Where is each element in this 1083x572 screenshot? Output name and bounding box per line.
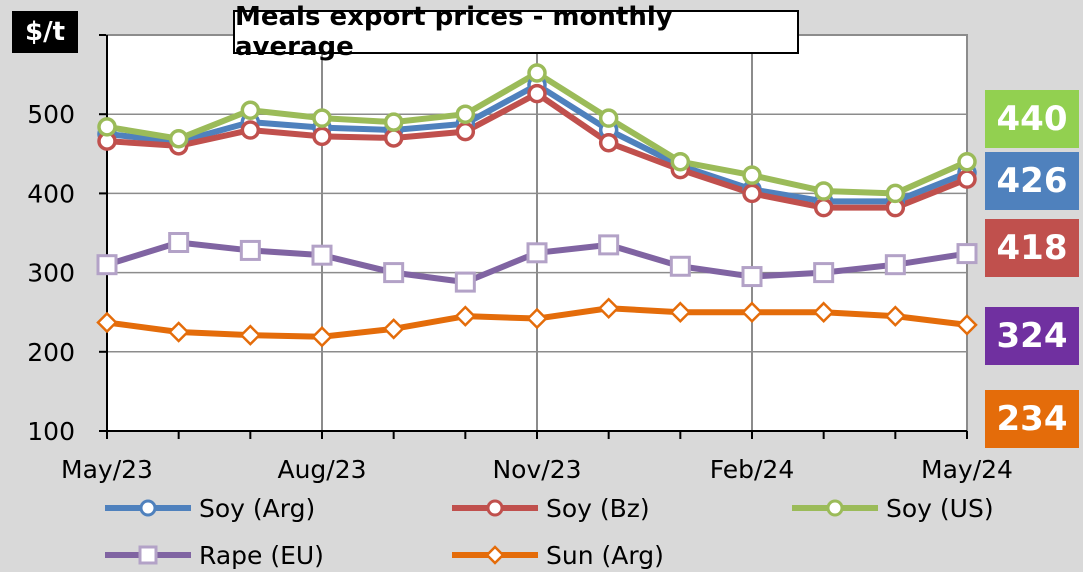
legend-swatch-sun-arg [452,545,538,565]
data-point-rape-eu [311,244,333,266]
legend-item-sun-arg: Sun (Arg) [450,538,664,572]
unit-label: $/t [12,11,78,53]
data-point-rape-eu [526,242,548,264]
data-point-soy-bz [455,121,476,142]
data-point-rape-eu [168,232,190,254]
data-point-rape-eu [741,266,763,288]
legend-swatch-soy-arg [105,499,191,517]
data-point-soy-us [885,183,906,204]
data-point-rape-eu [96,254,118,276]
legend-swatch-soy-us [792,499,878,517]
data-point-soy-us [455,104,476,124]
data-point-rape-eu [383,262,405,284]
end-label-sun-arg: 234 [985,390,1079,448]
legend-swatch-rape-eu [105,545,191,565]
x-tick-label: Feb/24 [710,455,795,484]
x-tick-label: May/24 [921,455,1013,484]
legend-label-sun-arg: Sun (Arg) [546,540,664,570]
end-label-rape-eu: 324 [985,307,1079,365]
data-point-soy-us [957,151,977,172]
data-point-sun-arg [956,314,978,336]
y-tick-label: 300 [27,259,75,288]
data-point-soy-us [598,108,619,128]
data-point-soy-bz [813,197,834,218]
data-point-soy-us [742,165,762,185]
legend-label-soy-arg: Soy (Arg) [199,493,316,523]
data-point-rape-eu [239,239,261,261]
data-point-soy-us [168,129,189,149]
legend-item-soy-bz: Soy (Bz) [450,491,650,525]
data-point-sun-arg [741,301,763,323]
data-point-sun-arg [382,318,405,340]
y-tick-label: 500 [27,100,75,129]
data-point-soy-bz [312,126,332,147]
x-tick-label: May/23 [61,455,153,484]
data-point-soy-bz [957,169,977,189]
data-point-rape-eu [956,243,978,265]
data-point-sun-arg [311,325,333,348]
y-tick-label: 200 [27,338,75,367]
legend-item-rape-eu: Rape (EU) [103,538,324,572]
legend-label-soy-us: Soy (US) [886,493,994,523]
data-point-soy-us [97,117,117,137]
legend-swatch-soy-bz [452,499,538,517]
data-point-sun-arg [884,305,907,327]
data-point-soy-us [670,151,691,172]
data-point-rape-eu [598,234,620,256]
data-point-soy-us [383,112,404,132]
chart-title: Meals export prices - monthly average [233,2,799,62]
data-point-soy-bz [598,132,619,153]
data-point-sun-arg [597,297,620,320]
y-tick-label: 100 [27,417,75,446]
legend-label-rape-eu: Rape (EU) [199,540,324,570]
x-tick-label: Nov/23 [492,455,581,484]
data-point-sun-arg [526,307,548,330]
legend-item-soy-arg: Soy (Arg) [103,491,315,525]
legend-item-soy-us: Soy (US) [790,491,994,525]
data-point-soy-us [527,63,547,83]
data-point-soy-bz [240,120,261,140]
data-point-soy-bz [742,183,762,204]
end-label-soy-bz: 418 [985,219,1079,277]
y-tick-label: 400 [27,179,75,208]
legend-label-soy-bz: Soy (Bz) [546,493,650,523]
data-point-sun-arg [669,301,692,323]
data-point-rape-eu [884,254,906,276]
data-point-sun-arg [96,311,118,334]
x-tick-label: Aug/23 [277,455,366,484]
data-point-sun-arg [454,305,477,327]
data-point-soy-us [312,108,332,128]
data-point-soy-us [813,181,834,201]
data-point-rape-eu [669,255,691,277]
data-point-rape-eu [813,262,835,284]
data-point-rape-eu [454,271,476,293]
data-point-sun-arg [239,324,262,346]
data-point-sun-arg [167,321,190,343]
data-point-soy-bz [527,83,547,104]
data-point-sun-arg [812,301,835,323]
data-point-soy-bz [383,128,404,148]
end-label-soy-us: 440 [985,90,1079,148]
end-label-soy-arg: 426 [985,152,1079,210]
data-point-soy-us [240,100,261,120]
